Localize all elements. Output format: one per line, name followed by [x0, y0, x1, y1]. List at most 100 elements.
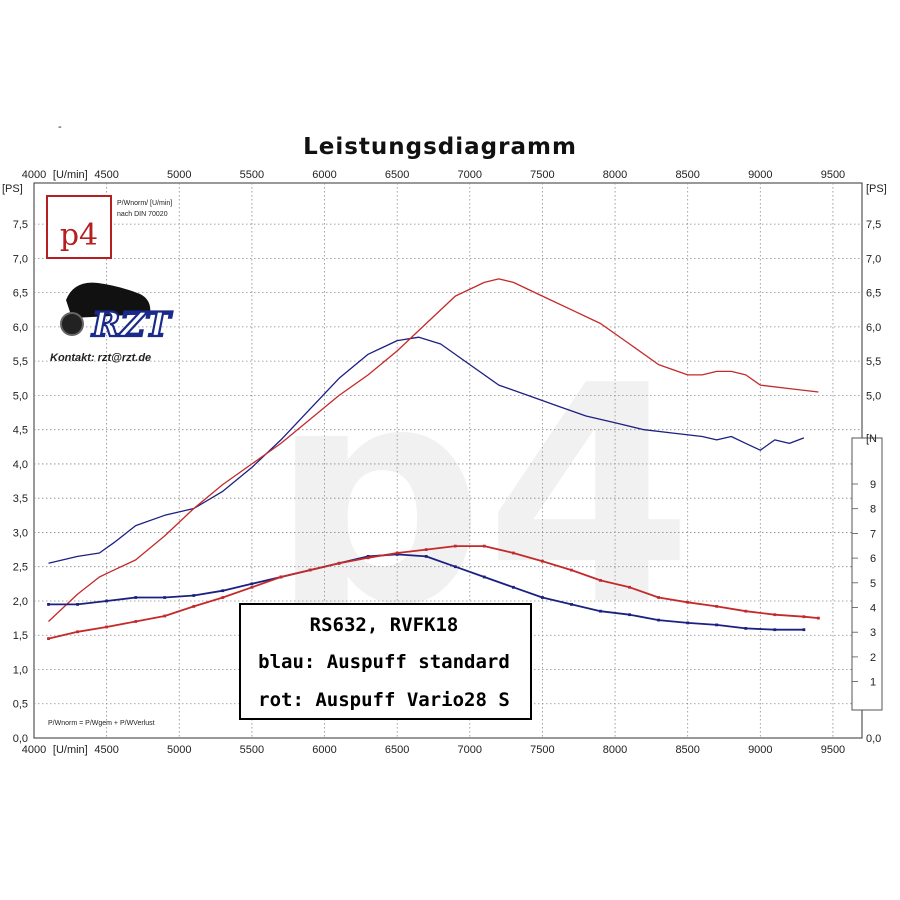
series-2-point-5: [192, 594, 195, 597]
y-tick-3,5: 3,5: [13, 493, 28, 505]
series-2-point-17: [541, 596, 544, 599]
right-tick-lower-2: 2: [870, 652, 876, 664]
series-3-point-10: [338, 562, 341, 565]
series-3-point-23: [715, 605, 718, 608]
series-3-point-27: [817, 617, 820, 620]
x-unit-top: [U/min]: [53, 169, 88, 181]
series-3-point-0: [47, 637, 50, 640]
series-2-point-16: [512, 586, 515, 589]
right-axis-unit: [PS]: [866, 183, 887, 195]
series-3-point-22: [686, 601, 689, 604]
right-tick-lower-9: 9: [870, 479, 876, 491]
series-2-point-14: [454, 565, 457, 568]
x-tick-bottom-7000: 7000: [458, 744, 482, 756]
series-3-point-8: [280, 576, 283, 579]
p4-logo-text: p4: [60, 218, 98, 253]
wheel-icon: [61, 313, 83, 335]
x-unit-bottom: [U/min]: [53, 744, 88, 756]
series-2-point-21: [657, 619, 660, 622]
series-3-point-20: [628, 586, 631, 589]
series-3-point-2: [105, 626, 108, 629]
series-3-point-19: [599, 579, 602, 582]
series-3-point-5: [192, 605, 195, 608]
x-tick-top-7000: 7000: [458, 169, 482, 181]
x-ticks-bottom: 4000 4500 5000 5500 6000 6500 7000 7500 8000 8500…: [22, 744, 845, 756]
x-tick-bottom-4000: 4000: [22, 744, 46, 756]
series-3-point-16: [512, 552, 515, 555]
right-tick-bottom: 0,0: [866, 733, 881, 745]
y-tick-1,0: 1,0: [13, 664, 28, 676]
x-tick-top-5500: 5500: [240, 169, 264, 181]
y-tick-2,5: 2,5: [13, 562, 28, 574]
series-3-point-11: [367, 556, 370, 559]
right-tick-lower-4: 4: [870, 603, 876, 615]
series-3-point-12: [396, 552, 399, 555]
right-axis-unit-lower: [N: [866, 433, 877, 445]
formula-note: P/Wnorm = P/Wgem + P/WVerlust: [48, 720, 155, 727]
contact-text: Kontakt: rzt@rzt.de: [50, 352, 151, 364]
power-chart: - Leistungsdiagramm p4 4000 4500 5000 5500 6…: [0, 0, 900, 900]
y-tick-5,0: 5,0: [13, 390, 28, 402]
rzt-logo-text: RZT: [91, 305, 173, 345]
series-3-point-18: [570, 569, 573, 572]
x-tick-bottom-6000: 6000: [312, 744, 336, 756]
series-2-point-19: [599, 610, 602, 613]
y-tick-6,5: 6,5: [13, 288, 28, 300]
series-3-point-13: [425, 548, 428, 551]
x-tick-top-6500: 6500: [385, 169, 409, 181]
right-tick-lower-1: 1: [870, 677, 876, 689]
corner-mark: -: [58, 121, 62, 133]
right-tick-5,0: 5,0: [866, 390, 881, 402]
right-tick-lower-7: 7: [870, 528, 876, 540]
legend-line-red: rot: Auspuff Vario28 S: [258, 689, 510, 711]
series-2-point-3: [134, 596, 137, 599]
logo-note-line2: nach DIN 70020: [117, 211, 168, 218]
y-axis-unit: [PS]: [2, 183, 23, 195]
series-2-point-0: [47, 603, 50, 606]
series-2-point-15: [483, 576, 486, 579]
series-2-point-18: [570, 603, 573, 606]
x-tick-bottom-5000: 5000: [167, 744, 191, 756]
x-tick-bottom-6500: 6500: [385, 744, 409, 756]
x-tick-bottom-9000: 9000: [748, 744, 772, 756]
x-tick-top-6000: 6000: [312, 169, 336, 181]
series-3-point-4: [163, 615, 166, 618]
right-tick-lower-8: 8: [870, 504, 876, 516]
y-tick-7,5: 7,5: [13, 219, 28, 231]
p4-logo: p4: [47, 196, 111, 258]
x-tick-bottom-4500: 4500: [94, 744, 118, 756]
series-2-point-22: [686, 622, 689, 625]
right-tick-lower-6: 6: [870, 553, 876, 565]
y-tick-0,5: 0,5: [13, 699, 28, 711]
series-2-point-4: [163, 596, 166, 599]
series-3-point-21: [657, 596, 660, 599]
series-3-point-1: [76, 630, 79, 633]
x-tick-top-7500: 7500: [530, 169, 554, 181]
chart-title: Leistungsdiagramm: [303, 134, 577, 160]
right-tick-5,5: 5,5: [866, 356, 881, 368]
series-3-point-14: [454, 545, 457, 548]
series-3-point-9: [309, 569, 312, 572]
x-tick-top-9500: 9500: [821, 169, 845, 181]
x-tick-top-9000: 9000: [748, 169, 772, 181]
legend-line-engine: RS632, RVFK18: [310, 614, 459, 636]
x-tick-bottom-8000: 8000: [603, 744, 627, 756]
right-tick-lower-5: 5: [870, 578, 876, 590]
series-2-point-20: [628, 613, 631, 616]
x-tick-bottom-5500: 5500: [240, 744, 264, 756]
series-3-point-6: [221, 596, 224, 599]
series-3-point-15: [483, 545, 486, 548]
y-tick-7,0: 7,0: [13, 253, 28, 265]
y-tick-2,0: 2,0: [13, 596, 28, 608]
x-tick-bottom-7500: 7500: [530, 744, 554, 756]
series-2-point-23: [715, 624, 718, 627]
x-tick-bottom-8500: 8500: [675, 744, 699, 756]
legend-box: RS632, RVFK18 blau: Auspuff standard rot…: [240, 604, 531, 719]
right-tick-7,5: 7,5: [866, 219, 881, 231]
series-2-point-6: [221, 589, 224, 592]
x-tick-top-8000: 8000: [603, 169, 627, 181]
series-3-point-7: [251, 586, 254, 589]
x-tick-top-4500: 4500: [94, 169, 118, 181]
series-3-point-25: [773, 613, 776, 616]
series-3-point-17: [541, 560, 544, 563]
